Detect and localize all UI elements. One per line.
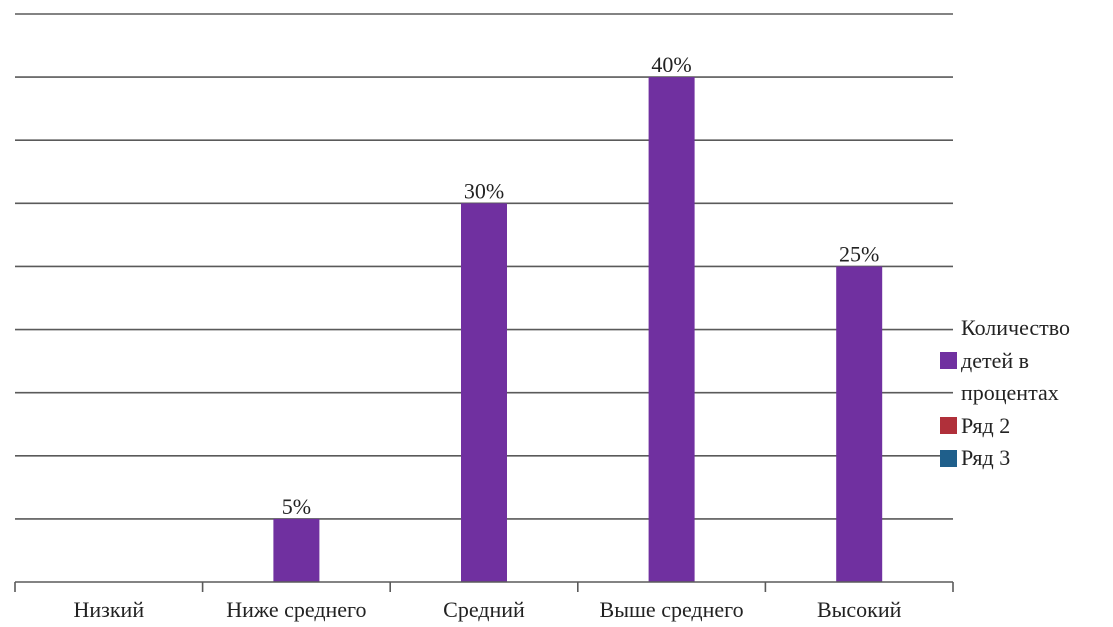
data-label: 5%	[282, 494, 311, 519]
data-label: 25%	[839, 241, 879, 266]
chart-legend: Количество детей в процентах Ряд 2 Ряд 3	[940, 312, 1110, 475]
bar-series	[273, 77, 883, 583]
data-labels: 5% 30% 40% 25%	[282, 52, 880, 519]
x-tick-label: Средний	[443, 597, 525, 622]
x-tick-label: Высокий	[817, 597, 902, 622]
legend-label-series-3: Ряд 3	[961, 445, 1011, 470]
legend-item-series-1: Количество детей в процентах	[940, 312, 1110, 410]
x-tick-label: Ниже среднего	[226, 597, 366, 622]
legend-label-series-2: Ряд 2	[961, 412, 1011, 438]
legend-swatch-series-3	[940, 449, 957, 467]
legend-item-series-2: Ряд 2	[940, 410, 1110, 443]
x-axis	[14, 581, 954, 592]
bar	[648, 77, 695, 582]
bar	[836, 266, 883, 582]
x-tick-labels: Низкий Ниже среднего Средний Выше среднего В…	[74, 597, 902, 622]
data-label: 30%	[464, 178, 504, 203]
legend-swatch-series-2	[940, 417, 957, 435]
x-tick-label: Выше среднего	[600, 597, 744, 622]
legend-swatch-series-1	[940, 352, 957, 370]
x-tick-label: Низкий	[74, 597, 145, 622]
bar	[273, 518, 320, 582]
bar	[461, 203, 507, 583]
legend-label-series-1: Количество детей в процентах	[961, 315, 1071, 405]
legend-item-series-3: Ряд 3	[940, 442, 1110, 475]
data-label: 40%	[651, 52, 691, 77]
